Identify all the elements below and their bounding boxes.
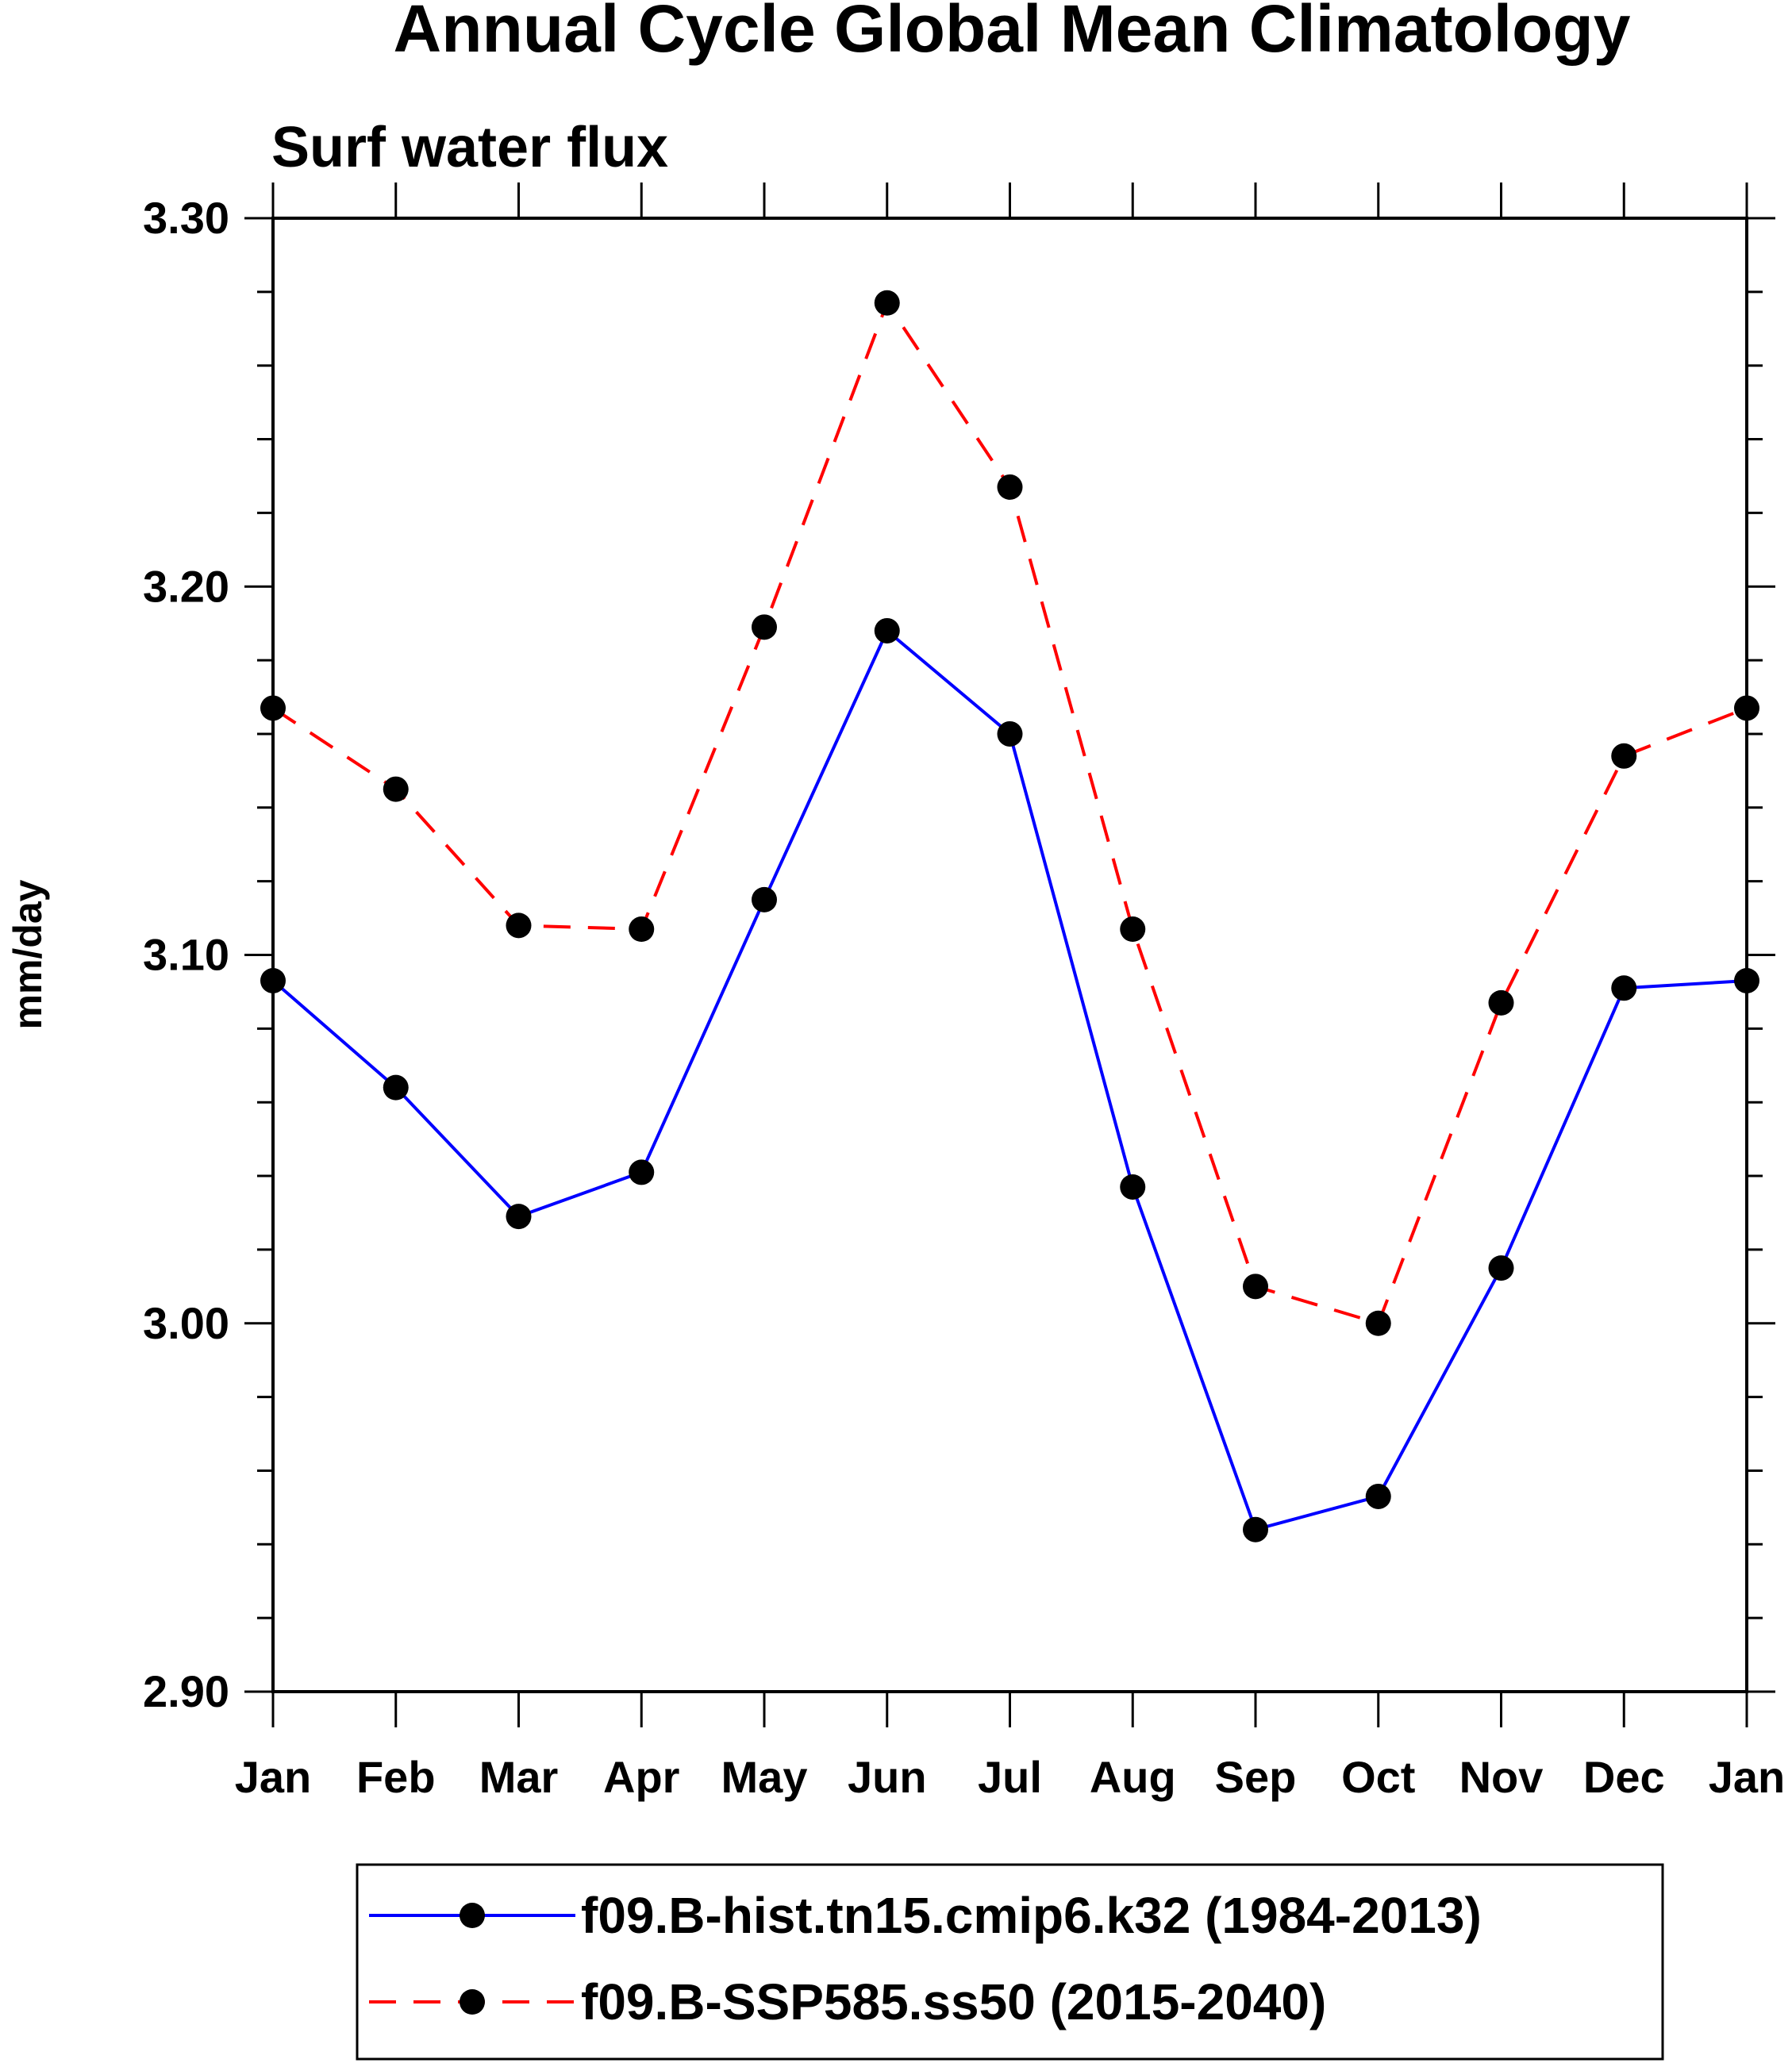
y-axis-label: mm/day [6, 879, 50, 1029]
legend: f09.B-hist.tn15.cmip6.k32 (1984-2013) f09… [356, 1863, 1664, 2061]
series-2-point [997, 474, 1023, 500]
x-tick-label: Jan [1709, 1752, 1786, 1802]
series-2-point [506, 912, 532, 939]
x-tick-label: May [721, 1752, 808, 1802]
series-1-point [506, 1204, 532, 1230]
x-tick-label: Feb [356, 1752, 436, 1802]
chart-title: Annual Cycle Global Mean Climatology [394, 0, 1631, 66]
x-tick-label: Mar [479, 1752, 559, 1802]
series-1-point [260, 967, 286, 993]
series-1-point [997, 720, 1023, 747]
series-1-point [1243, 1516, 1268, 1542]
series-1-point [1488, 1255, 1514, 1281]
series-2-point [874, 290, 900, 316]
series-1-point [1611, 975, 1637, 1001]
y-tick-label: 2.90 [143, 1666, 229, 1716]
series-2-point [260, 695, 286, 721]
x-tick-label: Apr [603, 1752, 679, 1802]
x-tick-label: Aug [1090, 1752, 1176, 1802]
series-1-point [1365, 1483, 1391, 1509]
legend-label-1: f09.B-hist.tn15.cmip6.k32 (1984-2013) [581, 1887, 1482, 1944]
x-tick-label: Oct [1341, 1752, 1415, 1802]
series-2-point [1120, 916, 1146, 943]
y-tick-label: 3.00 [143, 1298, 229, 1348]
series-1-point [874, 617, 900, 643]
series-layer [260, 290, 1759, 1542]
plot-frame [271, 217, 1748, 1693]
legend-marker-2 [460, 1989, 485, 2015]
series-2-point [383, 776, 409, 802]
x-tick-label: Dec [1583, 1752, 1665, 1802]
series-1-point [629, 1159, 655, 1185]
x-tick-label: Jun [848, 1752, 927, 1802]
legend-box [356, 1863, 1664, 2061]
x-tick-label: Nov [1459, 1752, 1544, 1802]
series-1-point [1120, 1174, 1146, 1200]
labels-layer: 2.90 3.00 3.10 3.20 3.30 Jan Feb Mar Apr May Jun Ju… [143, 193, 1785, 1802]
series-1-point [752, 886, 777, 912]
chart-subtitle: Surf water flux [271, 116, 668, 179]
series-2-point [1365, 1310, 1391, 1336]
x-tick-label: Sep [1215, 1752, 1297, 1802]
series-1-point [383, 1074, 409, 1101]
series-line-2 [271, 301, 1748, 1325]
series-2-point [1611, 743, 1637, 769]
series-line-1 [271, 629, 1748, 1531]
x-tick-label: Jan [235, 1752, 312, 1802]
series-2-point [629, 916, 655, 943]
y-tick-label: 3.10 [143, 930, 229, 980]
y-tick-label: 3.30 [143, 193, 229, 243]
ticks-layer [244, 182, 1775, 1727]
series-2-point [1243, 1274, 1268, 1300]
y-tick-label: 3.20 [143, 561, 229, 611]
series-2-point [1734, 695, 1759, 721]
series-1-point [1734, 967, 1759, 993]
series-2-point [752, 614, 777, 640]
legend-marker-1 [460, 1903, 485, 1928]
legend-label-2: f09.B-SSP585.ss50 (2015-2040) [581, 1973, 1326, 2030]
x-tick-label: Jul [978, 1752, 1042, 1802]
series-2-point [1488, 989, 1514, 1016]
